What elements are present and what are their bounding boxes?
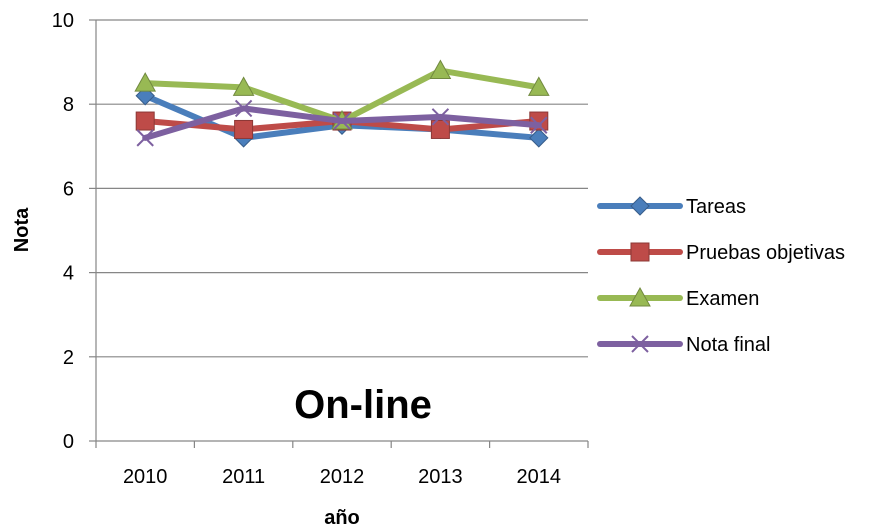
y-tick-label: 2 <box>63 347 74 369</box>
gridlines <box>96 19 588 358</box>
legend-marker <box>631 335 649 353</box>
legend-marker <box>630 196 650 216</box>
axes <box>89 19 589 448</box>
legend-item: Pruebas objetivas <box>597 242 845 264</box>
data-point <box>232 76 255 96</box>
x-tick-label: 2010 <box>123 466 168 488</box>
x-tick-label: 2012 <box>320 466 365 488</box>
data-point <box>429 59 452 80</box>
legend-marker <box>630 242 650 262</box>
data-point <box>134 72 157 92</box>
legend-label: Examen <box>686 288 759 310</box>
y-axis-title: Nota <box>11 207 33 252</box>
y-tick-label: 4 <box>63 263 74 285</box>
data-point <box>234 99 253 118</box>
data-point <box>530 116 548 134</box>
x-tick-label: 2014 <box>517 466 562 488</box>
series-lines <box>134 59 550 148</box>
legend-label: Tareas <box>686 196 746 218</box>
legend-label: Nota final <box>686 334 771 356</box>
legend-marker <box>629 286 651 307</box>
y-tick-label: 0 <box>63 431 74 453</box>
y-tick-label: 8 <box>63 94 74 116</box>
data-point <box>136 129 154 147</box>
y-tick-label: 6 <box>63 178 74 200</box>
data-point <box>527 76 550 96</box>
legend-item: Examen <box>597 286 759 310</box>
y-tick-label: 10 <box>52 10 74 32</box>
legend: Tareas Pruebas objetivas Examen Nota final <box>597 196 845 356</box>
legend-item: Nota final <box>597 334 771 356</box>
series-nota-final <box>136 99 548 147</box>
data-point <box>430 119 450 139</box>
legend-label: Pruebas objetivas <box>686 242 845 264</box>
x-axis-title: año <box>324 507 360 528</box>
data-point <box>135 111 155 131</box>
x-tick-label: 2011 <box>222 466 265 488</box>
data-point <box>333 112 351 130</box>
tick-labels: 0 2 4 6 8 10 2010 2011 2012 2013 2014 <box>52 10 561 488</box>
data-point <box>234 119 254 139</box>
chart-title: On-line <box>294 383 432 427</box>
data-point <box>529 128 549 148</box>
data-point <box>431 108 450 126</box>
legend-item: Tareas <box>597 196 746 218</box>
x-tick-label: 2013 <box>418 466 463 488</box>
